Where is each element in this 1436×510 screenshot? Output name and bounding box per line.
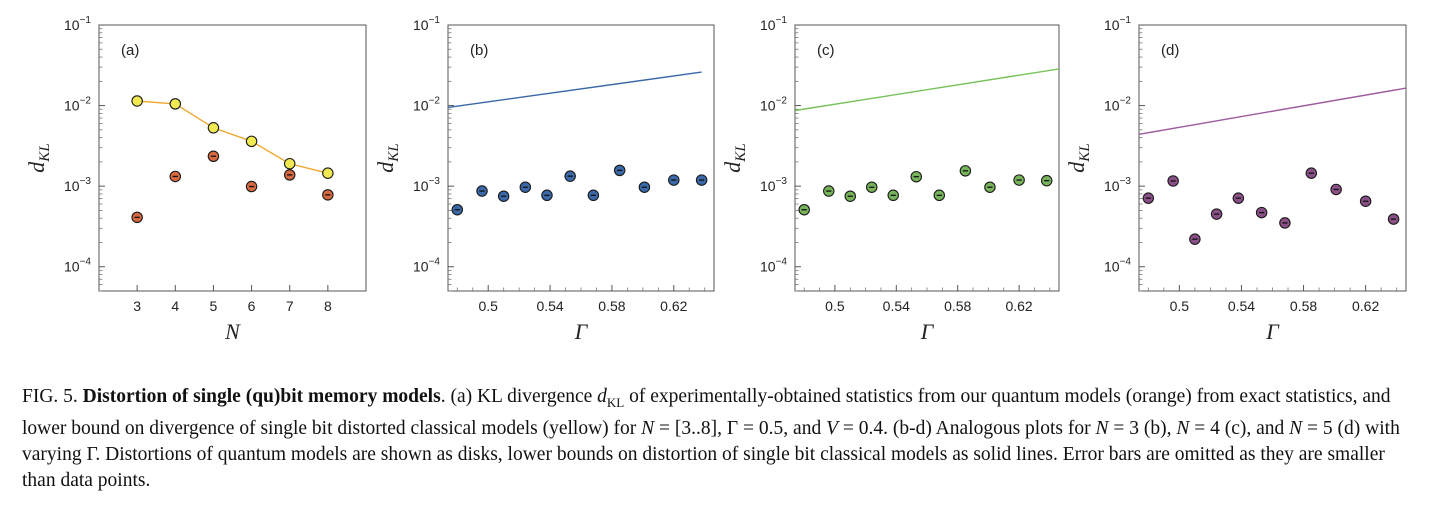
panel-tag: (a) <box>121 42 139 59</box>
y-tick-label: 10−3 <box>413 176 440 194</box>
caption-seg4: = 0.4. (b-d) Analogous plots for <box>838 417 1096 439</box>
y-tick-label: 10−1 <box>760 15 787 33</box>
x-tick-label: 0.58 <box>598 298 625 314</box>
y-tick-label: 10−3 <box>1104 176 1131 194</box>
x-tick-label: 0.58 <box>944 298 971 314</box>
y-tick-label: 10−2 <box>760 96 787 114</box>
caption-seg3: = [3..8], Γ = 0.5, and <box>654 417 827 439</box>
plot-frame-a <box>98 24 367 292</box>
x-tick-label: 3 <box>133 298 141 314</box>
x-tick-label: 0.5 <box>478 298 498 314</box>
x-tick-label: 0.62 <box>1352 298 1379 314</box>
caption-n1: N <box>641 417 655 439</box>
panel-tag: (d) <box>1161 42 1179 59</box>
caption-n2: N <box>1095 417 1109 439</box>
x-tick-label: 0.5 <box>1170 298 1190 314</box>
x-tick-label: 0.54 <box>883 298 910 314</box>
caption-seg7: = 5 (d) with varying Γ. Distortions of q… <box>22 417 1400 491</box>
y-tick-label: 10−4 <box>413 257 440 275</box>
caption-seg2: of experimentally-obtained statistics fr… <box>22 386 1391 439</box>
x-axis-label: Γ <box>1265 319 1280 344</box>
caption-fig-label: FIG. 5. <box>22 386 78 407</box>
data-point <box>245 135 258 148</box>
y-tick-label: 10−4 <box>64 257 91 275</box>
y-axis-label-sub: KL <box>37 143 53 162</box>
caption-title: Distortion of single (qu)bit memory mode… <box>82 386 441 407</box>
y-axis-label: dKL <box>373 143 402 172</box>
x-tick-label: 0.62 <box>660 298 687 314</box>
y-tick-label: 10−3 <box>760 176 787 194</box>
x-axis-label: Γ <box>920 319 935 344</box>
plot-frame-c <box>794 24 1060 292</box>
y-tick-label: 10−1 <box>1104 15 1131 33</box>
data-point <box>207 122 220 134</box>
x-tick-label: 7 <box>286 298 294 314</box>
caption-seg1: . (a) KL divergence <box>440 386 598 407</box>
data-point <box>169 98 182 110</box>
x-tick-label: 0.5 <box>825 298 845 314</box>
y-tick-label: 10−1 <box>413 15 440 33</box>
panel-tag: (b) <box>470 42 488 59</box>
series-line <box>794 68 1060 112</box>
y-axis-label: dKL <box>1064 143 1093 172</box>
x-tick-label: 4 <box>171 298 179 314</box>
panel-tag: (c) <box>817 42 835 59</box>
y-tick-label: 10−2 <box>64 96 91 114</box>
caption-seg5: = 3 (b), <box>1108 417 1177 439</box>
y-axis-label-sub: KL <box>1077 143 1093 162</box>
x-tick-label: 6 <box>248 298 256 314</box>
y-tick-label: 10−4 <box>1104 257 1131 275</box>
plot-frame-d <box>1138 24 1407 292</box>
series-line <box>447 71 702 109</box>
caption-n4: N <box>1289 417 1303 439</box>
plot-frame-b <box>447 24 715 292</box>
y-tick-label: 10−2 <box>413 96 440 114</box>
caption-dkl: d <box>597 386 607 407</box>
y-axis-label-sub: KL <box>733 143 749 162</box>
y-tick-label: 10−4 <box>760 257 787 275</box>
caption-v: V <box>826 417 839 439</box>
caption-n3: N <box>1176 417 1190 439</box>
x-tick-label: 0.54 <box>1228 298 1255 314</box>
data-point <box>131 95 143 107</box>
caption-seg6: = 4 (c), and <box>1189 417 1290 439</box>
x-tick-label: 0.54 <box>536 298 563 314</box>
y-tick-label: 10−3 <box>64 176 91 194</box>
x-tick-label: 5 <box>210 298 218 314</box>
x-tick-label: 8 <box>324 298 332 314</box>
series-line <box>137 100 329 174</box>
figure-caption: FIG. 5. Distortion of single (qu)bit mem… <box>22 384 1418 494</box>
caption-dkl-sub: KL <box>606 394 625 410</box>
y-axis-label: dKL <box>24 143 53 172</box>
x-axis-label: Γ <box>574 319 589 344</box>
y-tick-label: 10−2 <box>1104 96 1131 114</box>
y-tick-label: 10−1 <box>64 15 91 33</box>
data-point <box>322 167 334 179</box>
series-line <box>1138 87 1407 135</box>
y-axis-label-sub: KL <box>386 143 402 162</box>
x-axis-label: N <box>224 319 241 344</box>
x-tick-label: 0.58 <box>1290 298 1317 314</box>
figure-panels: 10−410−310−210−13 4 5 6 7 8(a)NdKL10−410−310−… <box>24 15 1407 344</box>
y-axis-label: dKL <box>720 143 749 172</box>
data-point <box>283 157 296 170</box>
x-tick-label: 0.62 <box>1005 298 1032 314</box>
